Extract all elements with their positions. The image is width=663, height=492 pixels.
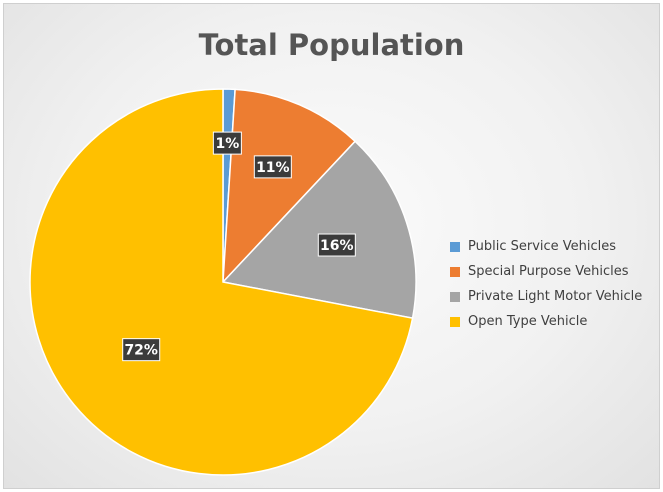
data-label-box (253, 155, 292, 179)
legend-item-special-purpose: Special Purpose Vehicles (450, 259, 642, 284)
legend-label: Private Light Motor Vehicle (468, 289, 643, 304)
slice-special-purpose (222, 88, 357, 285)
data-label-private-light-motor: 16% (317, 233, 356, 257)
slice-open-type (29, 88, 414, 476)
legend-swatch (450, 316, 460, 327)
legend-swatch (450, 266, 460, 277)
data-label-text: 16% (320, 238, 354, 254)
chart-legend: Public Service Vehicles Special Purpose … (450, 234, 642, 334)
data-label-text: 1% (215, 136, 239, 152)
data-label-special-purpose: 11% (253, 155, 292, 179)
data-label-text: 72% (124, 343, 158, 359)
legend-label: Public Service Vehicles (468, 239, 617, 254)
data-label-open-type: 72% (122, 338, 161, 362)
legend-swatch (450, 291, 460, 302)
legend-label: Special Purpose Vehicles (468, 264, 629, 279)
slice-private-light-motor (221, 140, 417, 320)
data-label-box (317, 233, 356, 257)
legend-item-public-service: Public Service Vehicles (450, 234, 642, 259)
legend-label: Open Type Vehicle (468, 314, 588, 329)
legend-swatch (450, 241, 460, 252)
data-label-box (212, 131, 242, 155)
data-label-public-service: 1% (212, 131, 242, 155)
data-label-text: 11% (256, 160, 290, 176)
legend-item-open-type: Open Type Vehicle (450, 309, 642, 334)
data-label-box (122, 338, 161, 362)
legend-item-private-light-motor: Private Light Motor Vehicle (450, 284, 642, 309)
chart-title: Total Population (198, 28, 465, 62)
